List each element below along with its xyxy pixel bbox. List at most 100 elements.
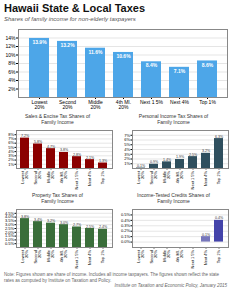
- svg-text:8%: 8%: [8, 60, 16, 66]
- svg-text:5.8%: 5.8%: [34, 140, 43, 144]
- svg-text:8%: 8%: [8, 132, 14, 137]
- svg-text:Middle20%: Middle20%: [46, 249, 55, 262]
- svg-text:2%: 2%: [8, 86, 16, 92]
- svg-text:10.6%: 10.6%: [116, 53, 131, 59]
- svg-text:3.2%: 3.2%: [202, 149, 211, 153]
- html-text:Note: Figures shown are share: Note: Figures shown are share of income.…: [4, 272, 219, 283]
- svg-text:2.8%: 2.8%: [73, 153, 82, 157]
- svg-text:12%: 12%: [5, 43, 16, 49]
- svg-text:4.7%: 4.7%: [47, 145, 56, 149]
- svg-text:4th MI.20%: 4th MI.20%: [175, 171, 184, 184]
- svg-text:6%: 6%: [124, 137, 130, 142]
- svg-text:0.9%: 0.9%: [150, 160, 159, 164]
- svg-text:2.4%: 2.4%: [99, 225, 108, 229]
- svg-text:Next 4%: Next 4%: [87, 171, 92, 187]
- svg-text:Top 1%: Top 1%: [216, 171, 221, 185]
- svg-text:Second20%: Second20%: [33, 171, 42, 185]
- svg-text:4.5%: 4.5%: [5, 211, 15, 216]
- svg-text:Next 4%: Next 4%: [87, 250, 92, 266]
- html-text:Property Tax Shares of Family: Property Tax Shares of Family Income: [32, 192, 83, 204]
- svg-text:0.0%: 0.0%: [121, 239, 131, 244]
- html-text:Hawaii State & Local Taxes: Hawaii State & Local Taxes: [4, 2, 145, 14]
- svg-text:Top 1%: Top 1%: [100, 171, 105, 185]
- svg-text:Middle20%: Middle20%: [46, 170, 55, 183]
- svg-text:0.1%: 0.1%: [121, 234, 131, 239]
- svg-text:1%: 1%: [8, 161, 14, 167]
- svg-text:1.3%: 1.3%: [99, 159, 108, 163]
- svg-text:Next 1 5%: Next 1 5%: [140, 99, 164, 105]
- svg-text:14%: 14%: [5, 35, 16, 41]
- svg-text:7%: 7%: [124, 133, 130, 138]
- svg-text:Lowest20%: Lowest20%: [136, 249, 145, 263]
- svg-text:1.4%: 1.4%: [163, 158, 172, 162]
- svg-text:2.1%: 2.1%: [86, 156, 95, 160]
- svg-text:0.4%: 0.4%: [215, 216, 224, 220]
- svg-text:4th MI.20%: 4th MI.20%: [59, 250, 68, 263]
- svg-text:Second20%: Second20%: [149, 250, 158, 264]
- html-text:Income-Tested Credits Shares o: Income-Tested Credits Shares of Family I…: [137, 192, 210, 204]
- svg-text:5%: 5%: [124, 142, 130, 147]
- html-text:Sales & Excise Tax Shares of F: Sales & Excise Tax Shares of Family Inco…: [24, 113, 91, 125]
- svg-text:3.8%: 3.8%: [60, 148, 69, 152]
- svg-text:6%: 6%: [8, 69, 16, 75]
- svg-text:Middle20%: Middle20%: [88, 99, 103, 110]
- svg-text:2.7%: 2.7%: [73, 223, 82, 227]
- svg-text:Second20%: Second20%: [33, 250, 42, 264]
- svg-text:13.9%: 13.9%: [32, 39, 47, 45]
- svg-text:Next 4%: Next 4%: [203, 250, 208, 266]
- svg-text:0.1%: 0.1%: [202, 233, 211, 237]
- svg-text:7.2%: 7.2%: [21, 134, 30, 138]
- svg-text:2%: 2%: [124, 156, 130, 161]
- svg-text:4%: 4%: [124, 147, 130, 152]
- svg-text:8.4%: 8.4%: [146, 62, 158, 68]
- svg-text:4th MI.20%: 4th MI.20%: [116, 99, 131, 110]
- svg-text:Middle20%: Middle20%: [162, 170, 171, 183]
- svg-text:Next 1 5%: Next 1 5%: [74, 250, 79, 269]
- svg-text:3.4%: 3.4%: [34, 218, 43, 222]
- svg-text:4th MI.20%: 4th MI.20%: [175, 250, 184, 263]
- svg-text:Lowest20%: Lowest20%: [32, 99, 48, 110]
- svg-text:4%: 4%: [8, 148, 14, 154]
- svg-text:Middle20%: Middle20%: [162, 249, 171, 262]
- svg-text:3%: 3%: [124, 152, 130, 157]
- svg-text:1%: 1%: [124, 161, 130, 166]
- svg-text:Lowest20%: Lowest20%: [20, 170, 29, 184]
- svg-text:3.0%: 3.0%: [60, 221, 69, 225]
- svg-text:1.9%: 1.9%: [176, 155, 185, 159]
- svg-text:Next 1 5%: Next 1 5%: [190, 250, 195, 269]
- svg-text:7.1%: 7.1%: [174, 68, 186, 74]
- svg-text:Lowest20%: Lowest20%: [136, 170, 145, 184]
- svg-text:0.1%: 0.1%: [137, 164, 146, 168]
- svg-text:0.3%: 0.3%: [121, 223, 131, 228]
- svg-text:Next 1 5%: Next 1 5%: [190, 171, 195, 190]
- svg-text:Next 4%: Next 4%: [170, 99, 189, 105]
- svg-text:4th MI.20%: 4th MI.20%: [59, 171, 68, 184]
- svg-text:3.8%: 3.8%: [21, 215, 30, 219]
- svg-text:2%: 2%: [8, 157, 14, 163]
- svg-text:0.5%: 0.5%: [121, 212, 131, 217]
- svg-text:Second20%: Second20%: [59, 99, 76, 110]
- svg-text:3.2%: 3.2%: [47, 219, 56, 223]
- svg-text:Top 1%: Top 1%: [100, 250, 105, 264]
- svg-text:4%: 4%: [8, 77, 16, 83]
- html-text:Shares of family income for no: Shares of family income for non-elderly …: [4, 16, 136, 22]
- svg-text:10%: 10%: [5, 52, 16, 58]
- svg-text:0.2%: 0.2%: [121, 228, 131, 233]
- svg-text:11.6%: 11.6%: [89, 49, 103, 55]
- svg-text:Next 4%: Next 4%: [203, 171, 208, 187]
- html-text:Personal Income Tax Shares of: Personal Income Tax Shares of Family Inc…: [138, 113, 209, 125]
- svg-text:Second20%: Second20%: [149, 171, 158, 185]
- svg-text:Top 1%: Top 1%: [199, 99, 216, 105]
- svg-text:5%: 5%: [8, 144, 14, 150]
- svg-text:Lowest20%: Lowest20%: [20, 249, 29, 263]
- svg-text:6.3%: 6.3%: [215, 135, 224, 139]
- svg-text:13.2%: 13.2%: [60, 42, 75, 48]
- svg-text:Top 1%: Top 1%: [216, 250, 221, 264]
- svg-text:8.6%: 8.6%: [202, 62, 214, 68]
- svg-text:6%: 6%: [8, 140, 14, 146]
- svg-text:Next 1 5%: Next 1 5%: [74, 171, 79, 190]
- svg-text:2.5%: 2.5%: [189, 153, 198, 157]
- svg-text:0.4%: 0.4%: [121, 218, 131, 223]
- svg-text:3%: 3%: [8, 153, 14, 159]
- svg-text:2.5%: 2.5%: [86, 225, 95, 229]
